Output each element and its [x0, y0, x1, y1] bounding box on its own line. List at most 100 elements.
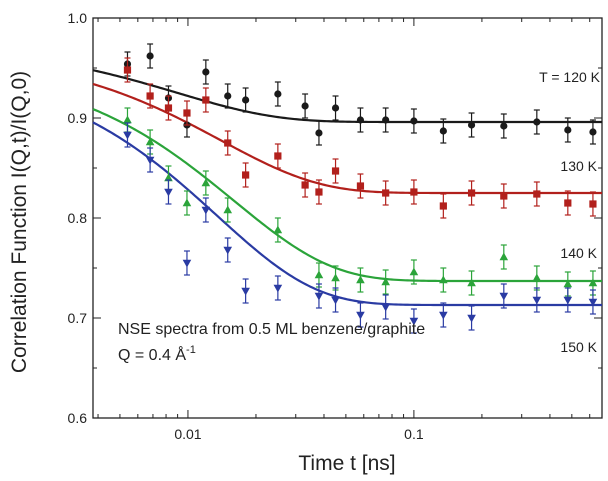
- marker-square: [589, 200, 597, 208]
- marker-square: [467, 189, 476, 197]
- data-point-series-0: [500, 113, 508, 139]
- annotation-q-main: Q = 0.4 Å: [118, 345, 186, 364]
- marker-circle: [242, 96, 250, 104]
- marker-triangle-up: [563, 279, 573, 288]
- data-point-series-1: [315, 179, 323, 205]
- data-point-series-1: [410, 179, 418, 205]
- data-point-series-1: [146, 83, 154, 109]
- series-label-1: 130 K: [560, 158, 597, 174]
- marker-triangle-down: [223, 246, 233, 255]
- data-point-series-3: [182, 250, 192, 276]
- data-point-series-0: [533, 109, 541, 135]
- marker-triangle-up: [467, 278, 476, 287]
- data-point-series-1: [382, 180, 390, 206]
- fit-curve-series-2: [92, 108, 602, 283]
- fit-curves: [92, 69, 602, 307]
- y-tick-label: 0.8: [68, 210, 88, 226]
- data-point-series-2: [381, 269, 390, 295]
- data-point-series-3: [499, 283, 509, 309]
- marker-triangle-down: [532, 296, 542, 305]
- data-point-series-1: [356, 173, 365, 199]
- marker-circle: [202, 68, 210, 76]
- marker-triangle-up: [409, 267, 419, 276]
- data-point-series-1: [564, 190, 572, 216]
- data-point-series-1: [183, 100, 191, 126]
- marker-triangle-up: [182, 198, 192, 207]
- data-point-series-0: [564, 117, 572, 143]
- data-point-series-2: [182, 190, 192, 216]
- data-point-series-2: [467, 270, 476, 296]
- data-point-series-3: [314, 283, 324, 309]
- data-point-series-0: [224, 83, 232, 109]
- marker-triangle-down: [356, 311, 365, 320]
- marker-triangle-up: [314, 270, 324, 279]
- marker-square: [410, 188, 418, 196]
- marker-triangle-down: [145, 156, 155, 165]
- marker-circle: [467, 121, 476, 129]
- marker-square: [123, 66, 132, 74]
- marker-triangle-up: [331, 273, 340, 282]
- marker-square: [315, 188, 323, 196]
- marker-triangle-down: [381, 303, 390, 312]
- data-point-series-0: [467, 112, 476, 138]
- data-point-series-1: [242, 162, 250, 188]
- marker-circle: [274, 90, 282, 98]
- marker-circle: [589, 128, 597, 136]
- data-point-series-1: [533, 181, 541, 207]
- data-point-series-2: [356, 267, 365, 293]
- annotation-q-value: Q = 0.4 Å-1: [118, 344, 196, 364]
- marker-triangle-down: [164, 188, 173, 197]
- marker-triangle-up: [145, 137, 155, 146]
- data-point-series-0: [410, 108, 418, 134]
- marker-circle: [439, 127, 447, 135]
- marker-circle: [315, 129, 323, 137]
- annotation-spectra: NSE spectra from 0.5 ML benzene/graphite: [118, 321, 425, 338]
- y-tick-label: 1.0: [68, 10, 88, 26]
- marker-circle: [331, 104, 340, 112]
- data-point-series-1: [123, 57, 132, 83]
- data-point-series-0: [301, 93, 309, 119]
- marker-triangle-down: [241, 287, 250, 296]
- data-point-series-0: [274, 81, 282, 107]
- marker-square: [164, 104, 173, 112]
- marker-triangle-down: [439, 311, 448, 320]
- marker-triangle-up: [356, 275, 365, 284]
- marker-square: [533, 190, 541, 198]
- marker-triangle-up: [164, 173, 173, 182]
- series-labels: T = 120 K 130 K 140 K 150 K: [539, 69, 601, 355]
- marker-circle: [382, 116, 390, 124]
- data-point-series-0: [439, 118, 447, 144]
- marker-square: [202, 96, 210, 104]
- series-label-3: 150 K: [560, 339, 597, 355]
- fit-curve-series-1: [92, 82, 602, 195]
- marker-triangle-up: [273, 225, 283, 234]
- y-axis-ticks: 0.6 0.7 0.8 0.9 1.0: [68, 10, 602, 426]
- marker-square: [439, 202, 447, 210]
- marker-circle: [356, 116, 365, 124]
- data-point-series-3: [241, 278, 250, 304]
- marker-circle: [533, 118, 541, 126]
- marker-triangle-up: [223, 205, 233, 214]
- marker-square: [224, 139, 232, 147]
- data-points: [123, 43, 598, 334]
- marker-circle: [500, 122, 508, 130]
- data-point-series-3: [409, 308, 419, 334]
- marker-triangle-down: [467, 314, 476, 323]
- data-point-series-3: [331, 287, 340, 313]
- marker-triangle-down: [588, 298, 598, 307]
- data-point-series-2: [314, 262, 324, 288]
- marker-square: [382, 189, 390, 197]
- marker-square: [301, 181, 309, 189]
- fit-curve-series-0: [92, 69, 602, 124]
- data-point-series-3: [439, 302, 448, 328]
- marker-triangle-up: [439, 275, 448, 284]
- data-point-series-0: [331, 95, 340, 121]
- data-point-series-1: [164, 95, 173, 121]
- data-point-series-0: [242, 87, 250, 113]
- data-point-series-3: [164, 179, 173, 205]
- data-point-series-1: [439, 193, 447, 219]
- marker-square: [146, 92, 154, 100]
- data-point-series-2: [273, 217, 283, 243]
- y-tick-label: 0.7: [68, 310, 88, 326]
